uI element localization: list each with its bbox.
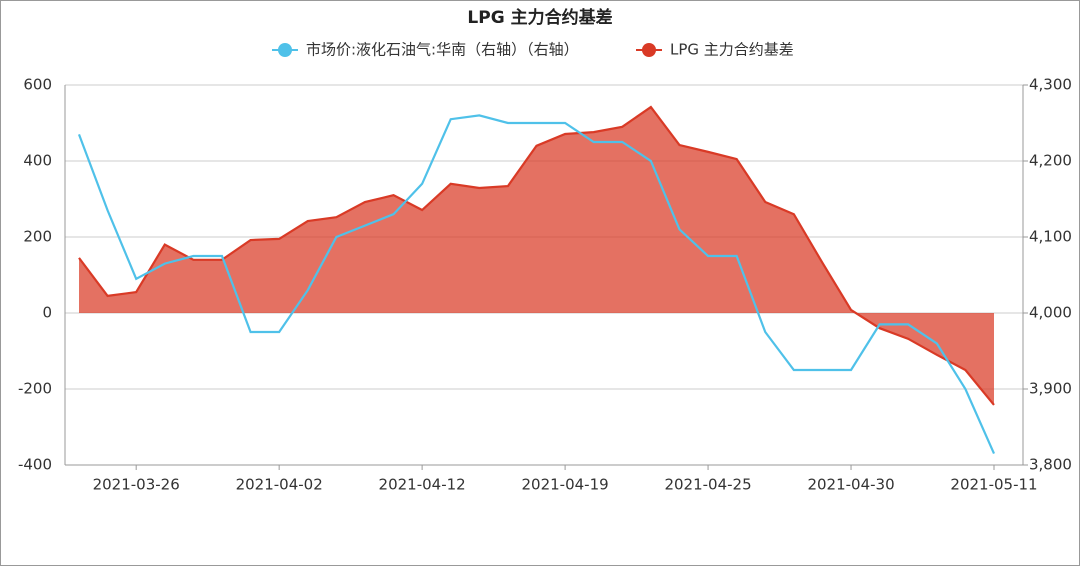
area-fill — [79, 107, 994, 405]
legend-marker — [278, 43, 292, 57]
x-tick-label: 2021-03-26 — [93, 476, 180, 494]
y-tick-label: 400 — [23, 152, 52, 170]
legend-marker — [642, 43, 656, 57]
y-tick-label: -200 — [18, 380, 52, 398]
y2-tick-label: 4,000 — [1029, 304, 1072, 322]
legend-label: 市场价:液化石油气:华南（右轴）（右轴） — [306, 41, 579, 59]
x-tick-label: 2021-04-12 — [379, 476, 466, 494]
y-tick-label: -400 — [18, 456, 52, 474]
y2-tick-label: 4,200 — [1029, 152, 1072, 170]
x-tick-label: 2021-04-30 — [807, 476, 894, 494]
x-tick-label: 2021-04-19 — [522, 476, 609, 494]
x-tick-label: 2021-05-11 — [950, 476, 1037, 494]
y2-tick-label: 4,100 — [1029, 228, 1072, 246]
y2-tick-label: 4,300 — [1029, 76, 1072, 94]
y-tick-label: 200 — [23, 228, 52, 246]
chart-title: LPG 主力合约基差 — [467, 7, 612, 28]
y-tick-label: 0 — [42, 304, 52, 322]
y2-tick-label: 3,800 — [1029, 456, 1072, 474]
x-tick-label: 2021-04-02 — [236, 476, 323, 494]
legend-label: LPG 主力合约基差 — [670, 41, 794, 59]
y-tick-label: 600 — [23, 76, 52, 94]
series-line — [78, 105, 995, 406]
x-tick-label: 2021-04-25 — [664, 476, 751, 494]
series-line — [77, 114, 996, 455]
y2-tick-label: 3,900 — [1029, 380, 1072, 398]
